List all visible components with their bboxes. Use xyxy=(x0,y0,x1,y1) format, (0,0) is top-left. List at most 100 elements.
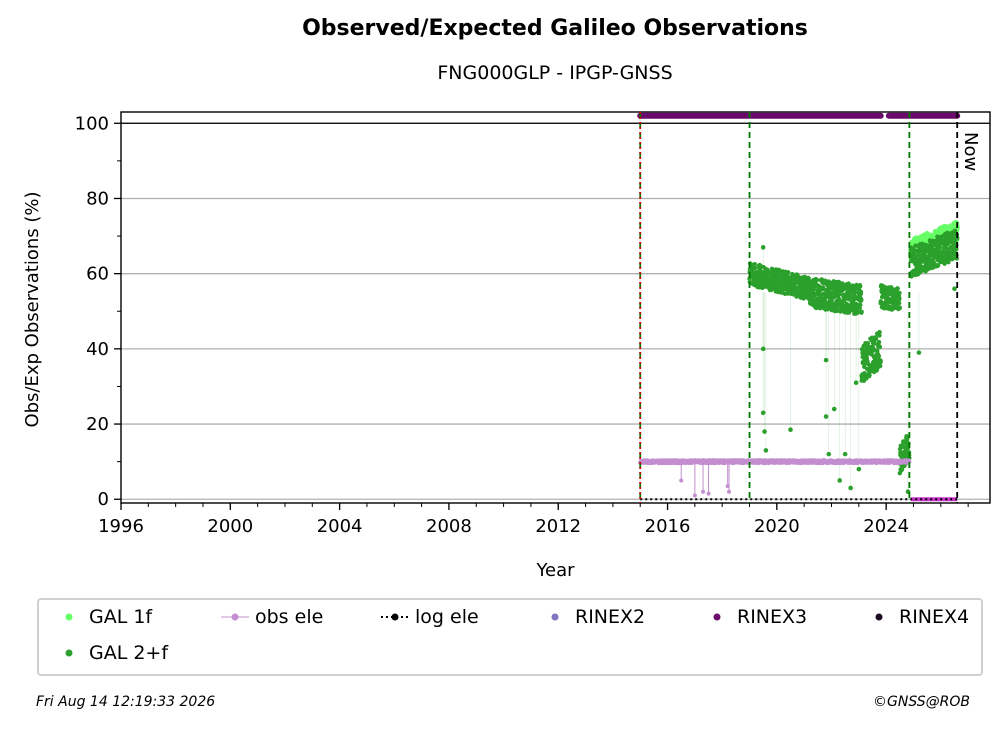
gal-2-f-point xyxy=(915,253,921,258)
legend-rinex4-marker-svg xyxy=(875,613,883,621)
gal-2-f-point xyxy=(937,245,942,250)
obs-ele-dip-point xyxy=(692,493,697,498)
x-axis-label: Year xyxy=(535,560,575,581)
gal-2-f-point xyxy=(760,269,765,275)
gal-2-f-point xyxy=(859,297,864,302)
gal2f-outlier-point xyxy=(823,357,829,363)
gal-2-f-point xyxy=(814,277,820,283)
gal2f-outlier-point xyxy=(826,451,832,457)
x-tick-label-2008: 2008 xyxy=(426,516,472,537)
series-obs-ele xyxy=(638,458,912,498)
legend-rinex3-label: RINEX3 xyxy=(737,606,808,628)
gal-2-f-point xyxy=(855,310,860,315)
gal-2-f-point xyxy=(859,309,864,314)
legend-log-ele-label: log ele xyxy=(415,606,479,628)
y-tick-label-100: 100 xyxy=(75,113,109,134)
y-axis-label: Obs/Exp Observations (%) xyxy=(22,191,43,427)
gal2f-outlier-point xyxy=(762,429,767,434)
gal-2-f-point xyxy=(858,302,863,308)
gal2f-outlier-point xyxy=(848,485,853,491)
chart-subtitle: FNG000GLP - IPGP-GNSS xyxy=(437,62,673,84)
legend-gal1f-label: GAL 1f xyxy=(89,606,153,628)
legend-rinex4-marker xyxy=(863,607,895,627)
legend-item-obs-ele: obs ele xyxy=(219,606,323,628)
y-tick-label-40: 40 xyxy=(86,339,109,360)
legend-rinex3-marker xyxy=(701,607,733,627)
y-tick-label-60: 60 xyxy=(86,264,109,285)
legend-rinex2-marker-svg xyxy=(551,613,559,621)
x-tick-label-2004: 2004 xyxy=(317,516,363,537)
legend-rinex3-marker-dot xyxy=(713,613,721,621)
legend-obs-ele-marker-dot xyxy=(231,613,239,621)
legend-item-rinex4: RINEX4 xyxy=(863,606,969,628)
gal-2-f-point xyxy=(877,344,883,350)
y-tick-label-0: 0 xyxy=(98,489,109,510)
gal2f-outlier-point xyxy=(760,245,766,250)
x-tick-label-2016: 2016 xyxy=(645,516,691,537)
obs-ele-point xyxy=(907,459,912,464)
gal-2-f-point xyxy=(897,290,902,296)
gal-2-f-point xyxy=(821,285,826,290)
legend-gal2f-marker-svg xyxy=(65,649,73,657)
legend-item-gal2f: GAL 2+f xyxy=(53,642,168,664)
gal-2-f-point xyxy=(877,333,882,338)
gal-2-f-point xyxy=(897,296,902,301)
gal-2-f-point xyxy=(905,436,910,441)
now-label: Now xyxy=(960,132,981,171)
gal-2-f-point xyxy=(858,289,864,295)
gal-2-f-point xyxy=(899,466,905,472)
obs-ele-dip-point xyxy=(727,489,732,494)
gal2f-outlier-point xyxy=(837,478,843,483)
gal2f-outlier-point xyxy=(823,414,829,419)
legend-gal1f-marker xyxy=(53,607,85,627)
legend-rinex2-marker-dot xyxy=(551,613,559,621)
legend-obs-ele-label: obs ele xyxy=(255,606,324,628)
gal-2-f-point xyxy=(946,260,951,265)
gal-2-f-point xyxy=(952,228,958,233)
gal-2-f-point xyxy=(876,353,882,359)
gal-2-f-point xyxy=(954,247,959,252)
x-tick-label-2000: 2000 xyxy=(207,516,253,537)
chart-title: Observed/Expected Galileo Observations xyxy=(302,16,808,41)
gal-2-f-point xyxy=(877,329,882,335)
gal-2-f-point xyxy=(785,274,791,279)
gal-2-f-point xyxy=(858,284,863,289)
legend-gal1f-marker-dot xyxy=(65,613,73,621)
footer-credit: ©GNSS@ROB xyxy=(873,694,970,710)
gal-2-f-point xyxy=(896,300,902,306)
gal2f-outlier-point xyxy=(856,466,862,472)
gal-2-f-point xyxy=(752,262,757,267)
legend-rinex4-marker-dot xyxy=(875,613,883,621)
y-tick-label-20: 20 xyxy=(86,414,109,435)
legend: GAL 1f obs ele log ele RINEX2 RINEX3 RIN… xyxy=(37,598,983,676)
gal-2-f-point xyxy=(865,341,870,346)
gal2f-outlier-point xyxy=(831,406,837,412)
gal-2-f-point xyxy=(867,372,872,378)
gal-2-f-point xyxy=(878,363,883,369)
obs-ele-dip-point xyxy=(701,489,706,494)
gal-2-f-point xyxy=(786,270,791,275)
legend-rinex3-marker-svg xyxy=(713,613,721,621)
gal-2-f-point xyxy=(869,351,874,357)
gal-2-f-point xyxy=(847,295,852,301)
legend-log-ele-marker xyxy=(379,607,411,627)
legend-gal1f-marker-svg xyxy=(65,613,73,621)
obs-ele-dip-point xyxy=(679,478,684,483)
gal2f-outlier-point xyxy=(916,350,922,355)
gal2f-outlier-point xyxy=(760,346,766,352)
legend-rinex2-label: RINEX2 xyxy=(575,606,646,628)
gal2f-outlier-point xyxy=(952,286,957,292)
gal-2-f-point xyxy=(955,236,960,241)
gal-2-f-point xyxy=(873,336,879,341)
legend-gal2f-label: GAL 2+f xyxy=(89,642,169,664)
legend-gal2f-marker-dot xyxy=(65,649,73,657)
series-gal-2-f xyxy=(747,228,960,495)
gal-2-f-point xyxy=(876,339,882,345)
gal-2-f-point xyxy=(878,358,883,364)
gal-2-f-point xyxy=(936,263,941,268)
legend-item-gal1f: GAL 1f xyxy=(53,606,152,628)
footer-timestamp: Fri Aug 14 12:19:33 2026 xyxy=(36,694,216,710)
gal2f-outlier-point xyxy=(842,451,848,457)
gal2f-outlier-point xyxy=(853,380,859,385)
legend-log-ele-marker-dot xyxy=(391,613,399,621)
